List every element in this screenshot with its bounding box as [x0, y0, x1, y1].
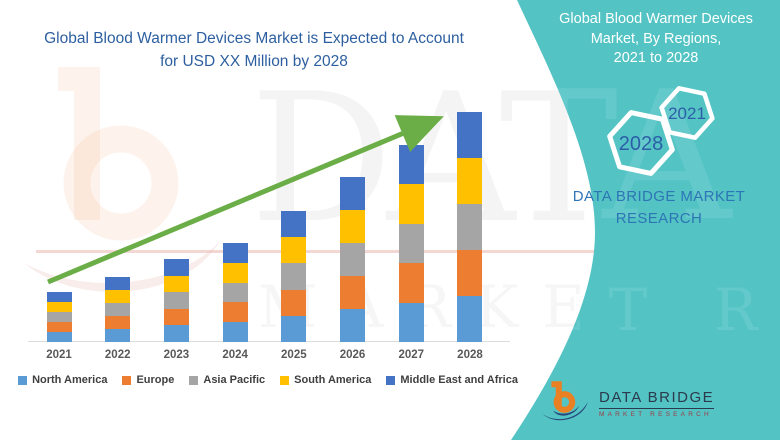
- segment-europe: [105, 316, 131, 329]
- chart-title: Global Blood Warmer Devices Market is Ex…: [15, 27, 493, 74]
- legend-label: Middle East and Africa: [400, 374, 518, 386]
- x-axis-line: [28, 341, 510, 342]
- segment-asia-pacific: [281, 263, 307, 290]
- panel-brand-line1: DATA BRIDGE MARKET: [572, 188, 746, 205]
- legend-label: North America: [32, 374, 108, 386]
- panel-heading-line2: Market, By Regions,: [590, 30, 722, 47]
- legend-swatch: [122, 375, 132, 385]
- chart-title-line1: Global Blood Warmer Devices Market is Ex…: [44, 30, 464, 47]
- segment-south-america: [398, 184, 424, 224]
- bar-2028: [457, 112, 483, 342]
- segment-middle-east-and-africa: [340, 177, 366, 210]
- segment-asia-pacific: [398, 223, 424, 264]
- segment-europe: [340, 276, 366, 309]
- segment-middle-east-and-africa: [105, 277, 131, 290]
- legend-item-europe: Europe: [122, 374, 174, 386]
- bar-2025: [281, 211, 307, 342]
- legend-swatch: [18, 375, 28, 385]
- bar-2022: [105, 277, 131, 342]
- segment-asia-pacific: [105, 303, 131, 316]
- segment-europe: [46, 322, 72, 332]
- x-label-2021: 2021: [46, 349, 72, 361]
- panel-heading-line1: Global Blood Warmer Devices: [559, 11, 753, 27]
- segment-south-america: [163, 275, 189, 293]
- x-label-2027: 2027: [398, 349, 425, 361]
- segment-europe: [163, 308, 189, 326]
- segment-asia-pacific: [163, 292, 189, 309]
- segment-middle-east-and-africa: [281, 211, 307, 238]
- legend-label: Europe: [136, 374, 175, 386]
- databridge-footer-logo: DATA BRIDGE MARKET RESEARCH: [541, 376, 715, 428]
- panel-brand-line2: RESEARCH: [615, 209, 703, 227]
- x-label-2022: 2022: [104, 349, 131, 361]
- panel-heading: Global Blood Warmer Devices Market, By R…: [540, 10, 772, 69]
- segment-europe: [222, 302, 248, 323]
- x-label-2023: 2023: [163, 349, 190, 361]
- segment-north-america: [340, 309, 366, 342]
- segment-south-america: [457, 158, 483, 204]
- x-label-2028: 2028: [457, 349, 483, 361]
- segment-middle-east-and-africa: [457, 112, 483, 158]
- bar-2021: [46, 292, 72, 342]
- databridge-logo-icon: [542, 381, 588, 421]
- segment-north-america: [457, 296, 483, 342]
- legend-item-south-america: South America: [280, 374, 371, 386]
- segment-europe: [281, 289, 307, 316]
- segment-north-america: [281, 315, 307, 342]
- panel-heading-line3: 2021 to 2028: [613, 50, 699, 67]
- logo-text: DATA BRIDGE MARKET RESEARCH: [599, 389, 715, 418]
- legend-item-north-america: North America: [18, 374, 107, 386]
- segment-north-america: [398, 302, 424, 342]
- segment-europe: [457, 250, 483, 296]
- segment-middle-east-and-africa: [163, 259, 189, 276]
- legend-label: South America: [294, 374, 372, 386]
- legend-item-asia-pacific: Asia Pacific: [189, 374, 265, 386]
- segment-north-america: [46, 332, 72, 342]
- segment-asia-pacific: [340, 243, 366, 276]
- segment-middle-east-and-africa: [46, 292, 72, 302]
- legend-label: Asia Pacific: [203, 374, 266, 386]
- logo-name: DATA BRIDGE: [599, 389, 715, 409]
- segment-asia-pacific: [457, 204, 483, 250]
- panel-brand-text: DATA BRIDGE MARKET RESEARCH: [545, 186, 773, 230]
- chart-title-line2: for USD XX Million by 2028: [160, 53, 348, 71]
- legend-swatch: [280, 375, 290, 385]
- chart-legend: North America Europe Asia Pacific South Ame…: [18, 374, 518, 386]
- segment-south-america: [105, 290, 131, 303]
- segment-asia-pacific: [222, 282, 248, 303]
- segment-south-america: [340, 210, 366, 243]
- logo-subtitle: MARKET RESEARCH: [599, 410, 712, 418]
- segment-south-america: [222, 262, 248, 283]
- bar-2026: [340, 177, 366, 342]
- segment-asia-pacific: [46, 312, 72, 322]
- segment-north-america: [163, 325, 189, 342]
- segment-europe: [398, 263, 424, 303]
- segment-north-america: [222, 322, 248, 342]
- x-label-2024: 2024: [222, 349, 248, 361]
- x-label-2025: 2025: [281, 349, 307, 361]
- legend-swatch: [189, 375, 199, 385]
- x-label-2026: 2026: [339, 349, 366, 361]
- segment-south-america: [46, 302, 72, 312]
- segment-north-america: [105, 329, 131, 342]
- bar-2023: [163, 259, 189, 342]
- legend-swatch: [386, 375, 396, 385]
- legend-item-middle-east-and-africa: Middle East and Africa: [386, 374, 518, 386]
- bar-2024: [222, 243, 248, 342]
